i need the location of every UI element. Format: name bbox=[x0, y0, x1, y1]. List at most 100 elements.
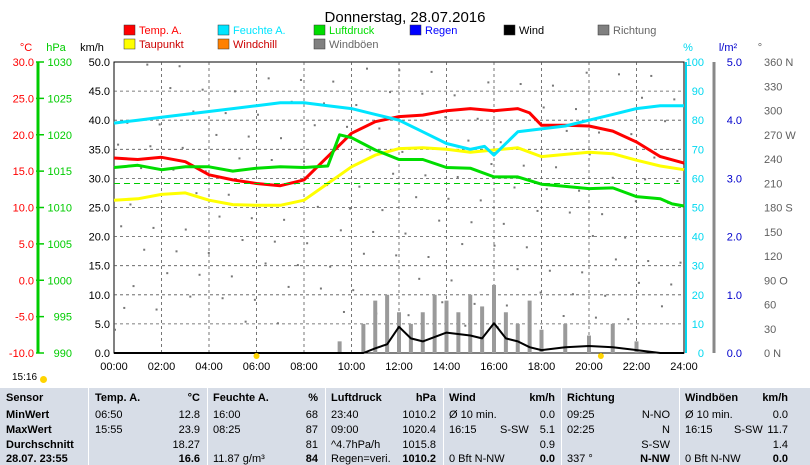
direction-dot bbox=[149, 145, 152, 148]
time-markers bbox=[253, 353, 604, 359]
direction-dot bbox=[502, 222, 505, 225]
table-cell-t-val: 16.6 bbox=[178, 453, 200, 465]
x-tick-label: 10:00 bbox=[338, 361, 366, 373]
tick-label: 0.0 bbox=[95, 348, 110, 360]
direction-dot bbox=[525, 246, 528, 249]
gust-bar bbox=[480, 306, 485, 353]
header-wind: Wind bbox=[449, 392, 476, 404]
direction-dot bbox=[644, 178, 647, 181]
direction-dot bbox=[250, 217, 253, 220]
direction-dot bbox=[647, 260, 650, 263]
direction-dot bbox=[578, 189, 581, 192]
series-line-feuchte-a- bbox=[113, 101, 684, 157]
table-cell-label: MinWert bbox=[6, 409, 50, 421]
direction-dot bbox=[624, 236, 627, 239]
table-cell-p-time: 09:00 bbox=[331, 424, 359, 436]
sun-marker bbox=[597, 353, 604, 359]
direction-dot bbox=[594, 316, 597, 319]
direction-dot bbox=[604, 294, 607, 297]
table-cell-d-val: N-NW bbox=[640, 453, 670, 465]
direction-dot bbox=[166, 272, 169, 275]
table-cell-g-time: 16:15 bbox=[685, 424, 713, 436]
tick-label: 1010 bbox=[48, 203, 72, 215]
table-cell-p-time: Regen=veri. bbox=[331, 453, 391, 465]
tick-label: 5.0 bbox=[727, 57, 742, 69]
header-wind-unit: km/h bbox=[529, 392, 555, 404]
direction-dot bbox=[565, 129, 568, 132]
grid bbox=[114, 62, 684, 353]
table-header-row: Sensor Temp. A. °C Feuchte A. % Luftdruc… bbox=[0, 391, 810, 405]
direction-dot bbox=[120, 225, 123, 228]
header-gust: Windböen bbox=[685, 392, 739, 404]
legend-swatch bbox=[123, 38, 136, 50]
table-cell-d-time: 337 ° bbox=[567, 453, 593, 465]
x-tick-label: 16:00 bbox=[480, 361, 508, 373]
gust-bar bbox=[361, 323, 366, 353]
direction-dot bbox=[299, 78, 302, 81]
sun-marker-icon bbox=[40, 376, 47, 383]
tick-label: 100 bbox=[686, 57, 704, 69]
tick-label: 10.0 bbox=[13, 203, 34, 215]
x-tick-label: 20:00 bbox=[575, 361, 603, 373]
gust-bar bbox=[515, 323, 520, 353]
direction-dot bbox=[548, 269, 551, 272]
summary-table: Sensor Temp. A. °C Feuchte A. % Luftdruc… bbox=[0, 388, 810, 465]
direction-dot bbox=[479, 199, 482, 202]
direction-dot bbox=[513, 186, 516, 189]
direction-dot bbox=[404, 232, 407, 235]
table-cell-p-val: 1010.2 bbox=[402, 409, 436, 421]
direction-dot bbox=[614, 258, 617, 261]
tick-label: 25.0 bbox=[13, 93, 34, 105]
axis-unit-label: hPa bbox=[46, 42, 66, 54]
direction-dot bbox=[650, 74, 653, 77]
direction-dot bbox=[499, 141, 502, 144]
table-cell-t-val: 23.9 bbox=[178, 424, 200, 436]
direction-dot bbox=[283, 218, 286, 221]
table-cell-h-val: 87 bbox=[305, 424, 318, 436]
legend-swatch bbox=[123, 24, 136, 36]
gust-bar bbox=[420, 312, 425, 353]
left-axes: 30.0 25.0 20.0 15.0 10.0 5.0 0.0 -5.0 -10.0 1030 1… bbox=[9, 57, 110, 360]
direction-dot bbox=[381, 209, 384, 212]
gust-bar bbox=[337, 341, 342, 353]
direction-dot bbox=[670, 283, 673, 286]
table-cell-w-val: 5.1 bbox=[539, 424, 555, 436]
tick-label: 25.0 bbox=[89, 203, 110, 215]
table-cell-p-time: 23:40 bbox=[331, 409, 359, 421]
direction-dot bbox=[421, 92, 424, 95]
tick-label: 15.0 bbox=[13, 166, 34, 178]
legend-swatch bbox=[217, 38, 230, 50]
direction-dot bbox=[155, 308, 158, 311]
direction-dot bbox=[630, 133, 633, 136]
tick-label: 995 bbox=[54, 312, 72, 324]
direction-dot bbox=[585, 71, 588, 74]
direction-dot bbox=[280, 137, 283, 140]
direction-dot bbox=[664, 120, 667, 123]
tick-label: 1000 bbox=[48, 275, 72, 287]
legend-swatch bbox=[597, 24, 610, 36]
direction-dot bbox=[588, 153, 591, 156]
table-cell-label: MaxWert bbox=[6, 424, 52, 436]
direction-dot bbox=[244, 320, 247, 323]
legend-swatch bbox=[503, 24, 516, 36]
tick-label: 20.0 bbox=[89, 232, 110, 244]
tick-label: 210 bbox=[764, 178, 782, 190]
direction-dot bbox=[215, 133, 218, 136]
tick-label: 30.0 bbox=[89, 173, 110, 185]
table-cell-h-time: 16:00 bbox=[213, 409, 241, 421]
gust-bar bbox=[503, 312, 508, 353]
direction-dot bbox=[378, 127, 381, 130]
direction-dot bbox=[571, 293, 574, 296]
direction-dot bbox=[207, 251, 210, 254]
direction-dot bbox=[143, 248, 146, 251]
series-lines bbox=[113, 101, 685, 354]
direction-dot bbox=[184, 228, 187, 231]
direction-dot bbox=[617, 73, 620, 76]
direction-dot bbox=[123, 306, 126, 309]
direction-dot bbox=[453, 94, 456, 97]
direction-dot bbox=[238, 157, 241, 160]
direction-dot bbox=[473, 302, 476, 305]
header-sensor: Sensor bbox=[6, 392, 44, 404]
direction-dot bbox=[456, 175, 459, 178]
direction-dot bbox=[276, 322, 279, 325]
